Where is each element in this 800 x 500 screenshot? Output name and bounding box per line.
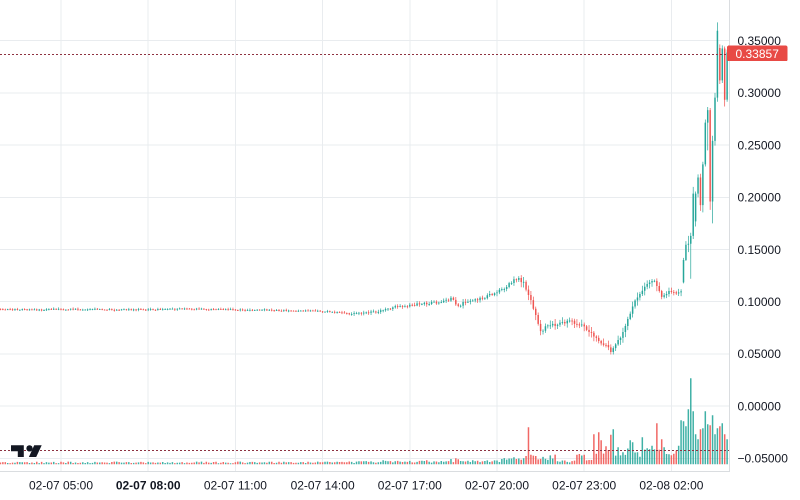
svg-text:−0.05000: −0.05000 [738, 452, 789, 466]
svg-text:0.10000: 0.10000 [738, 295, 782, 309]
svg-text:02-08 02:00: 02-08 02:00 [639, 479, 703, 493]
svg-text:0.33857: 0.33857 [736, 47, 780, 61]
svg-text:0.20000: 0.20000 [738, 191, 782, 205]
svg-text:0.15000: 0.15000 [738, 243, 782, 257]
svg-text:0.35000: 0.35000 [738, 34, 782, 48]
svg-text:02-07 08:00: 02-07 08:00 [116, 479, 181, 493]
svg-text:02-07 05:00: 02-07 05:00 [29, 479, 93, 493]
svg-text:0.30000: 0.30000 [738, 86, 782, 100]
svg-text:02-07 23:00: 02-07 23:00 [552, 479, 616, 493]
svg-text:02-07 11:00: 02-07 11:00 [204, 479, 267, 493]
svg-text:02-07 20:00: 02-07 20:00 [465, 479, 529, 493]
svg-text:0.00000: 0.00000 [738, 399, 782, 413]
svg-text:02-07 17:00: 02-07 17:00 [378, 479, 442, 493]
svg-text:0.05000: 0.05000 [738, 347, 782, 361]
svg-text:02-07 14:00: 02-07 14:00 [291, 479, 355, 493]
svg-text:0.25000: 0.25000 [738, 138, 782, 152]
